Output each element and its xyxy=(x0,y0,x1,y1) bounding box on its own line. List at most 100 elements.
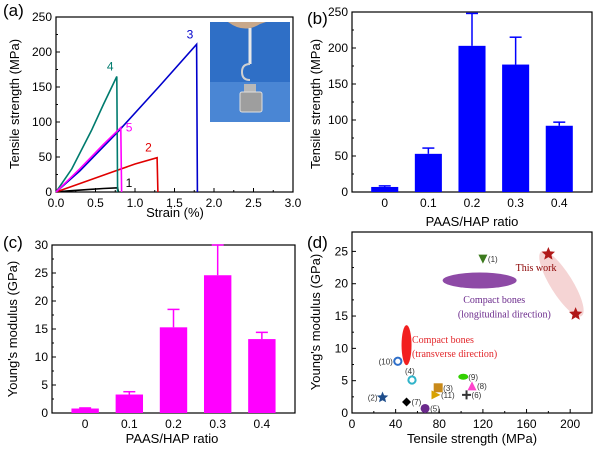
panel-a-x-tick-label: 0.0 xyxy=(48,196,65,210)
panel-b-y-tick-label: 150 xyxy=(328,77,348,91)
panel-c-x-tick-label: 0.1 xyxy=(121,417,138,431)
panel-b-y-tick-label: 100 xyxy=(328,113,348,127)
bar-0.2 xyxy=(159,327,188,413)
panel-a-x-tick-label: 2.5 xyxy=(245,196,262,210)
panel-c-x-axis-title: PAAS/HAP ratio xyxy=(126,431,219,446)
panel-c-modulus-bars: 0 0.1 0.2 0.3 0.4 0 5 10 15 20 25 30 PAAS/HAP ratio Y… xyxy=(3,233,296,446)
panel-b-y-tick-label: 0 xyxy=(341,185,348,199)
series-5-label: 5 xyxy=(126,121,133,135)
panel-c-tag: (c) xyxy=(3,233,23,252)
panel-b-x-tick-label: 0.3 xyxy=(507,196,524,210)
panel-a-x-tick-label: 2.0 xyxy=(206,196,223,210)
inset-photo-weight xyxy=(239,91,263,113)
annotation-this-work: This work xyxy=(516,263,557,274)
panel-a-x-tick-label: 3.0 xyxy=(285,196,302,210)
annotation-compact-trans-2: (transverse direction) xyxy=(412,349,497,360)
panel-d-x-tick-label: 80 xyxy=(433,417,447,431)
panel-a-y-tick-label: 50 xyxy=(39,150,53,164)
inset-photo-weight-neck xyxy=(244,84,256,92)
point-7-label: (7) xyxy=(412,398,422,407)
panel-a-y-tick-label: 100 xyxy=(32,115,52,129)
bar-0.1 xyxy=(115,394,144,413)
bar-0.4 xyxy=(248,339,276,413)
this-work-point-1 xyxy=(541,247,555,260)
panel-c-x-tick-label: 0.2 xyxy=(165,417,182,431)
panel-c-y-tick-label: 5 xyxy=(41,378,48,392)
panel-b-tensile-bars: 0 0.1 0.2 0.3 0.4 0 50 100 150 200 250 PAAS/HAP rat… xyxy=(307,5,593,229)
panel-c-y-axis-title: Young's modulus (GPa) xyxy=(5,261,20,397)
point-11-label: (11) xyxy=(441,391,455,400)
panel-d-y-tick-label: 25 xyxy=(335,244,349,258)
point-3 xyxy=(433,383,443,393)
this-work-point-2 xyxy=(569,307,583,320)
panel-b-y-tick-label: 250 xyxy=(328,5,348,19)
panel-c-x-tick-label: 0.3 xyxy=(209,417,226,431)
compact-bone-transverse-region xyxy=(401,325,412,366)
point-8-label: (8) xyxy=(477,382,487,391)
series-4-curve xyxy=(55,76,119,193)
panel-d-y-tick-label: 20 xyxy=(335,277,349,291)
point-9 xyxy=(458,373,469,380)
panel-b-y-tick-label: 200 xyxy=(328,41,348,55)
panel-a-x-tick-label: 0.5 xyxy=(87,196,104,210)
bar-0 xyxy=(71,408,99,413)
bar-0.2 xyxy=(458,45,486,193)
panel-b-x-tick-label: 0.4 xyxy=(551,196,568,210)
series-1-label: 1 xyxy=(126,176,133,190)
panel-a-tag: (a) xyxy=(3,1,24,20)
panel-a-x-tick-label: 1.0 xyxy=(127,196,144,210)
series-4-label: 4 xyxy=(107,60,114,74)
series-3-label: 3 xyxy=(187,27,194,41)
panel-c-y-tick-label: 25 xyxy=(35,266,49,280)
this-work-region xyxy=(539,250,584,317)
compact-bone-longitudinal-region xyxy=(442,272,517,289)
panel-d-x-axis-title: Tensile strength (MPa) xyxy=(407,431,537,446)
panel-a-x-axis-title: Strain (%) xyxy=(146,205,204,220)
annotation-compact-trans-1: Compact bones xyxy=(412,335,474,346)
panel-d-x-tick-label: 0 xyxy=(349,417,356,431)
bar-0.3 xyxy=(502,64,530,192)
point-10-label: (10) xyxy=(379,357,394,366)
panel-b-tag: (b) xyxy=(307,9,328,28)
series-2-curve xyxy=(55,156,159,193)
point-4-label: (4) xyxy=(405,367,415,376)
point-2-label: (2) xyxy=(368,393,378,402)
panel-d-x-tick-label: 200 xyxy=(560,417,580,431)
inset-photo-hook xyxy=(240,63,251,81)
panel-d-x-tick-label: 160 xyxy=(517,417,537,431)
point-6 xyxy=(462,390,472,400)
panel-a-y-tick-label: 250 xyxy=(32,10,52,24)
point-4 xyxy=(407,375,417,385)
panel-d-y-axis-title: Young's modulus (GPa) xyxy=(308,254,323,390)
panel-c-x-tick-label: 0.4 xyxy=(254,417,271,431)
panel-d-y-tick-label: 10 xyxy=(335,341,349,355)
panel-b-y-axis-title: Tensile strength (MPa) xyxy=(308,39,323,169)
panel-a-y-axis-title: Tensile strength (MPa) xyxy=(7,39,22,169)
point-1 xyxy=(478,254,488,264)
bar-0 xyxy=(371,186,399,192)
point-5-label: (5) xyxy=(430,404,440,413)
point-11 xyxy=(431,390,441,400)
point-6-label: (6) xyxy=(472,391,482,400)
series-3-curve xyxy=(55,42,199,193)
panel-b-y-tick-label: 50 xyxy=(335,149,349,163)
panel-b-x-axis-title: PAAS/HAP ratio xyxy=(426,214,519,229)
point-3-label: (3) xyxy=(443,384,453,393)
panel-d-frame xyxy=(351,231,593,414)
panel-c-y-tick-label: 20 xyxy=(35,294,49,308)
series-5-curve xyxy=(55,125,123,193)
panel-a-x-tick-label: 1.5 xyxy=(166,196,183,210)
point-10 xyxy=(393,356,403,366)
panel-b-x-tick-label: 0.2 xyxy=(464,196,481,210)
panel-d-y-tick-label: 15 xyxy=(335,309,349,323)
panel-c-y-tick-label: 30 xyxy=(35,238,49,252)
panel-a-y-tick-label: 0 xyxy=(45,185,52,199)
panel-b-x-tick-label: 0.1 xyxy=(420,196,437,210)
point-1-label: (1) xyxy=(488,255,498,264)
panel-d-tag: (d) xyxy=(307,233,328,252)
panel-d-x-tick-label: 40 xyxy=(389,417,403,431)
bar-0.1 xyxy=(414,153,442,192)
point-7 xyxy=(402,397,412,407)
panel-b-x-tick-label: 0 xyxy=(381,196,388,210)
